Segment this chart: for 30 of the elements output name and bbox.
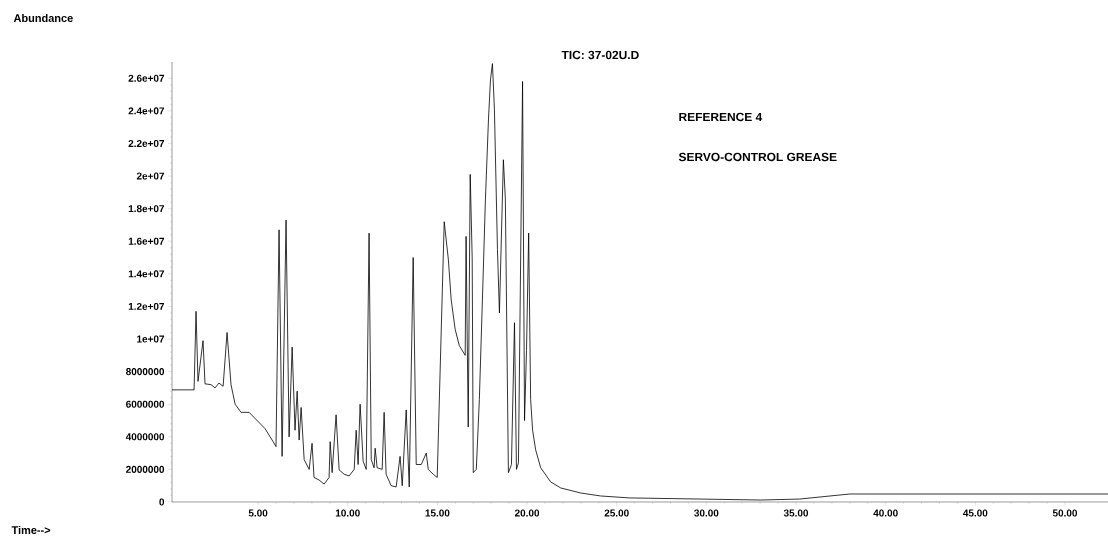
x-tick-label: 10.00: [335, 509, 360, 517]
y-tick-label: 2.2e+07: [128, 139, 165, 147]
y-tick-label: 1.8e+07: [128, 205, 165, 213]
y-tick-label: 6000000: [126, 400, 165, 408]
x-tick-label: 35.00: [783, 509, 809, 517]
y-tick-label: 0: [159, 498, 165, 506]
y-tick-label: 8000000: [126, 368, 165, 376]
y-tick-label: 2.4e+07: [128, 107, 165, 115]
x-tick-label: 30.00: [694, 509, 719, 517]
y-tick-label: 1.2e+07: [128, 302, 165, 310]
y-tick-label: 1e+07: [137, 335, 165, 343]
x-tick-label: 5.00: [248, 509, 268, 517]
y-tick-label: 4000000: [125, 433, 165, 441]
text: Abundance: [13, 13, 73, 23]
y-tick-label: 1.4e+07: [128, 270, 165, 278]
x-tick-label: 50.00: [1052, 509, 1078, 517]
x-tick-label: 40.00: [873, 509, 898, 517]
annotation: REFERENCE 4: [679, 112, 763, 122]
x-tick-label: 45.00: [963, 509, 988, 517]
x-tick-label: 20.00: [514, 509, 540, 517]
x-tick-label: 15.00: [425, 509, 450, 517]
y-tick-label: 2e+07: [136, 172, 165, 180]
text: Time-->: [11, 525, 51, 535]
line-series: [172, 63, 1108, 501]
annotation: SERVO-CONTROL GREASE: [678, 152, 837, 162]
chart-title: TIC: 37-02U.D: [561, 50, 639, 60]
x-tick-label: 25.00: [604, 509, 629, 517]
y-tick-label: 2.6e+07: [128, 74, 165, 82]
y-tick-label: 2000000: [126, 465, 165, 473]
y-tick-label: 1.6e+07: [128, 237, 165, 245]
